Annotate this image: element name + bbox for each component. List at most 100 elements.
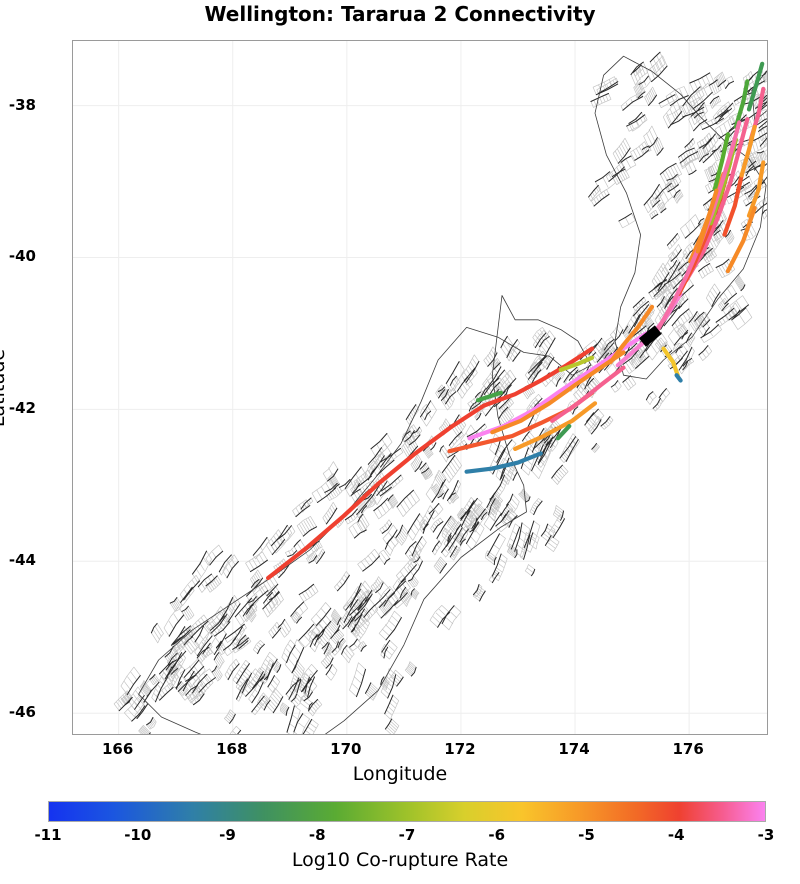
fault-surface-rung — [708, 167, 715, 180]
fault-trace — [381, 474, 402, 492]
connected-fault-hikurangi-splay[interactable] — [661, 346, 680, 378]
fault-surface-rung — [215, 577, 220, 585]
fault-surface-rung — [612, 79, 615, 84]
fault-surface-rung — [680, 317, 685, 325]
fault-trace — [381, 523, 393, 534]
fault-surface-rung — [171, 648, 177, 656]
connected-fault-rotoiti-fault[interactable] — [712, 132, 731, 192]
fault-trace — [197, 573, 212, 588]
fault-trace — [287, 550, 298, 557]
fault-surface-rung — [572, 440, 577, 446]
fault-trace — [682, 361, 689, 371]
connected-fault-poukawa-fault[interactable] — [722, 173, 744, 237]
connected-fault-wairau-fault[interactable] — [475, 390, 503, 403]
fault-surface-rung — [450, 520, 459, 530]
fault-surface-rung — [153, 629, 160, 640]
fault-trace — [181, 605, 189, 612]
fault-trace — [754, 202, 767, 214]
fault-trace — [296, 679, 302, 694]
fault-surface-rung — [764, 211, 767, 217]
connected-fault-mohaka-fault[interactable] — [684, 117, 750, 283]
gridlines-group — [73, 41, 767, 734]
connected-fault-ohariu-fault[interactable] — [608, 304, 655, 365]
fault-trace — [673, 189, 681, 198]
fault-surface-rung — [544, 529, 553, 536]
fault-surface-rung — [315, 543, 320, 550]
fault-surface-rung — [379, 454, 383, 460]
fault-surface-rung — [727, 288, 733, 298]
fault-surface — [151, 623, 164, 644]
fault-surface-rung — [528, 379, 533, 384]
fault-surface-rung — [687, 340, 692, 346]
fault-surface-rung — [708, 294, 715, 303]
connected-fault-marlborough-link[interactable] — [558, 355, 595, 372]
fault-surface-rung — [452, 458, 460, 469]
fault-trace — [634, 304, 650, 327]
fault-trace — [437, 492, 444, 499]
fault-surface-rung — [595, 346, 602, 355]
map-plot-area[interactable] — [72, 40, 768, 735]
source-fault-marker[interactable] — [638, 325, 662, 347]
fault-surface-rung — [227, 712, 234, 719]
connected-fault-whakatane-graben[interactable] — [746, 61, 765, 112]
fault-surface-rung — [250, 681, 255, 686]
connected-fault-awatere-fault[interactable] — [490, 350, 626, 435]
fault-surface-rung — [735, 279, 742, 290]
connected-fault-hikurangi-toe[interactable] — [674, 373, 683, 383]
fault-trace — [663, 272, 681, 286]
fault-surface-rung — [666, 98, 670, 104]
fault-trace — [442, 488, 449, 500]
fault-trace — [719, 109, 729, 118]
connected-fault-clarence-fault[interactable] — [513, 401, 598, 451]
fault-trace — [447, 532, 452, 542]
fault-trace — [622, 375, 631, 383]
fault-surface-rung — [372, 584, 378, 591]
fault-surface-rung — [251, 590, 258, 600]
fault-surface-rung — [556, 471, 564, 479]
fault-trace — [149, 674, 156, 680]
connected-fault-jordan-thrust[interactable] — [555, 424, 572, 441]
fault-surface-rung — [115, 701, 122, 709]
fault-surface-rung — [185, 642, 194, 653]
fault-surface-rung — [470, 536, 477, 544]
fault-surface-rung — [670, 275, 677, 286]
fault-surface-rung — [257, 670, 262, 675]
fault-trace — [701, 118, 724, 130]
fault-surface-rung — [592, 423, 597, 428]
fault-surface — [622, 375, 637, 391]
connected-fault-napier-offshore[interactable] — [746, 160, 766, 218]
fault-surface-rung — [291, 714, 298, 720]
connected-fault-alpine-fault[interactable] — [266, 346, 595, 581]
fault-surface-rung — [248, 560, 255, 570]
fault-surface-rung — [685, 311, 691, 319]
fault-surface-rung — [672, 239, 675, 244]
fault-surface-rung — [406, 431, 410, 437]
fault-surface-rung — [597, 343, 604, 353]
fault-surface-rung — [266, 599, 273, 610]
fault-trace — [591, 443, 597, 450]
fault-surface-rung — [765, 126, 767, 133]
fault-surface-rung — [490, 508, 498, 515]
fault-surface-rung — [386, 644, 395, 652]
connected-fault-kaweka-fault[interactable] — [695, 188, 719, 254]
fault-surface-rung — [630, 357, 638, 367]
connected-fault-wairoa-fault[interactable] — [739, 124, 757, 178]
fault-trace — [682, 358, 693, 367]
fault-trace — [413, 560, 423, 577]
connected-fault-kekerengu-fault[interactable] — [550, 365, 626, 423]
fault-trace — [448, 527, 463, 551]
fault-surface-rung — [592, 447, 596, 452]
connected-fault-porters-pass-fault[interactable] — [464, 451, 543, 474]
fault-trace — [698, 218, 705, 225]
fault-surface-rung — [303, 520, 311, 532]
fault-trace — [534, 332, 547, 349]
colorbar[interactable] — [48, 801, 766, 822]
fault-trace — [380, 599, 399, 619]
connected-fault-edgecumbe-fault[interactable] — [733, 79, 750, 129]
connected-fault-east-coast-offshore[interactable] — [725, 206, 757, 274]
fault-surface-rung — [739, 189, 744, 196]
fault-surface-rung — [678, 299, 683, 306]
fault-surface-rung — [400, 529, 407, 538]
fault-trace — [522, 431, 530, 442]
fault-trace — [634, 149, 650, 161]
